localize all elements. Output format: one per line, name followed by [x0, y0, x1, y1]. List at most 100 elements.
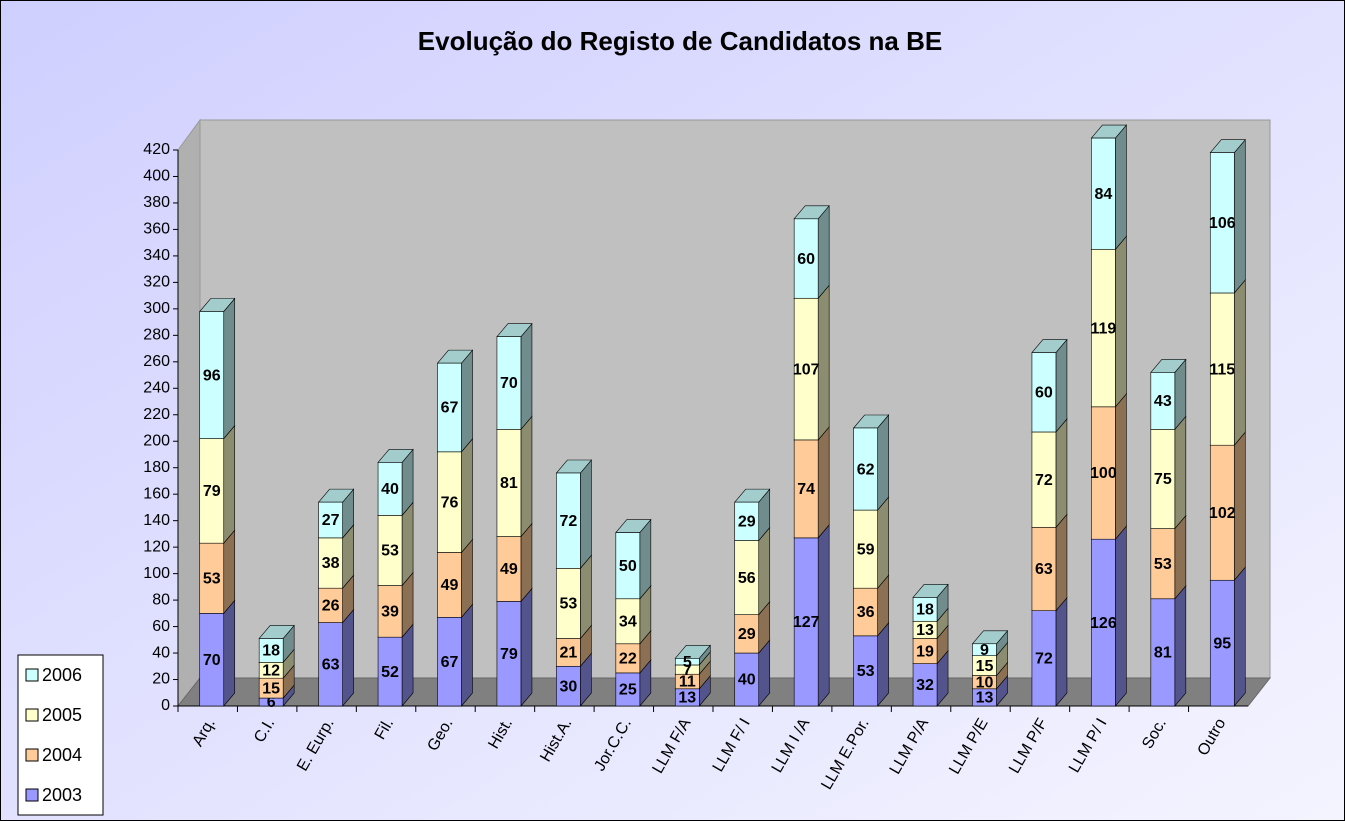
legend-label: 2003 — [42, 785, 82, 805]
y-tick-label: 140 — [143, 512, 170, 529]
value-label: 79 — [203, 483, 221, 500]
bar-side — [580, 459, 592, 570]
bar — [556, 638, 581, 667]
value-label: 29 — [738, 514, 756, 531]
y-tick-label: 220 — [143, 406, 170, 423]
bar — [793, 297, 819, 441]
y-tick-label: 340 — [143, 247, 170, 264]
value-label: 67 — [441, 400, 459, 417]
y-tick-label: 80 — [152, 591, 170, 608]
bar-side — [1233, 279, 1246, 447]
y-tick-label: 100 — [143, 565, 170, 582]
bar — [734, 652, 760, 707]
value-label: 26 — [322, 598, 340, 615]
bar — [734, 540, 760, 615]
value-label: 59 — [857, 541, 875, 558]
value-label: 74 — [797, 481, 815, 498]
value-label: 18 — [916, 602, 934, 619]
bar — [377, 585, 403, 638]
bar — [793, 537, 819, 707]
y-tick-label: 180 — [143, 459, 170, 476]
value-label: 13 — [678, 690, 696, 707]
value-label: 38 — [322, 555, 340, 572]
bar — [1031, 352, 1057, 433]
bar — [437, 617, 462, 707]
legend-label: 2006 — [42, 665, 82, 685]
bar-side — [1115, 124, 1127, 251]
bar-side — [461, 538, 473, 619]
bar-side — [1174, 415, 1187, 530]
value-label: 70 — [500, 375, 518, 392]
bar — [1031, 431, 1057, 528]
bar — [1091, 248, 1116, 408]
value-label: 81 — [1154, 645, 1172, 662]
bar — [1150, 528, 1176, 600]
bar-side — [1055, 418, 1068, 529]
bar-side — [1233, 138, 1246, 294]
bar — [377, 462, 403, 516]
value-label: 22 — [619, 651, 637, 668]
y-tick-label: 380 — [143, 194, 170, 211]
y-tick-label: 260 — [143, 353, 170, 370]
value-label: 7 — [683, 662, 692, 679]
value-label: 40 — [738, 672, 756, 689]
bar-side — [1115, 393, 1127, 541]
value-label: 56 — [738, 570, 756, 587]
bar-side — [520, 587, 533, 707]
value-label: 53 — [1154, 556, 1172, 573]
y-tick-label: 240 — [143, 380, 170, 397]
value-label: 72 — [1035, 651, 1053, 668]
bar — [912, 597, 938, 622]
value-label: 40 — [381, 481, 399, 498]
bar — [615, 532, 641, 600]
bar — [377, 636, 403, 707]
y-tick-label: 360 — [143, 221, 170, 238]
value-label: 84 — [1094, 186, 1112, 203]
y-tick-label: 200 — [143, 432, 170, 449]
bar — [1150, 598, 1176, 707]
bar — [1209, 579, 1235, 707]
bar — [258, 638, 284, 663]
value-label: 75 — [1154, 471, 1172, 488]
bar-side — [817, 426, 830, 539]
bar — [1091, 406, 1116, 540]
bar-side — [1174, 514, 1187, 600]
value-label: 63 — [322, 657, 340, 674]
bar — [853, 635, 878, 707]
legend-label: 2005 — [42, 705, 82, 725]
bar — [437, 362, 462, 453]
value-label: 70 — [203, 652, 221, 669]
bar-side — [223, 599, 236, 707]
value-label: 67 — [441, 654, 459, 671]
value-label: 79 — [500, 646, 518, 663]
value-label: 12 — [262, 662, 280, 679]
value-label: 96 — [203, 367, 221, 384]
value-label: 9 — [980, 642, 989, 659]
bar — [1150, 372, 1176, 430]
value-label: 63 — [1035, 561, 1053, 578]
bar-side — [520, 322, 533, 431]
bar — [1209, 292, 1235, 446]
y-tick-label: 300 — [143, 300, 170, 317]
bar — [912, 663, 938, 707]
value-label: 127 — [793, 614, 820, 631]
value-label: 107 — [793, 361, 820, 378]
value-label: 115 — [1209, 361, 1235, 378]
bar-side — [461, 438, 473, 554]
value-label: 34 — [619, 613, 637, 630]
value-label: 76 — [441, 494, 459, 511]
bar — [377, 515, 403, 586]
bar-side — [877, 496, 889, 589]
value-label: 119 — [1090, 320, 1116, 337]
legend-label: 2004 — [42, 745, 82, 765]
value-label: 21 — [559, 645, 577, 662]
bar-side — [639, 518, 652, 600]
bar — [437, 552, 462, 618]
bar — [1209, 444, 1235, 581]
bar-side — [223, 297, 236, 440]
value-label: 27 — [322, 512, 340, 529]
value-label: 62 — [857, 461, 875, 478]
bar-side — [1115, 525, 1127, 707]
bar-side — [817, 205, 830, 300]
